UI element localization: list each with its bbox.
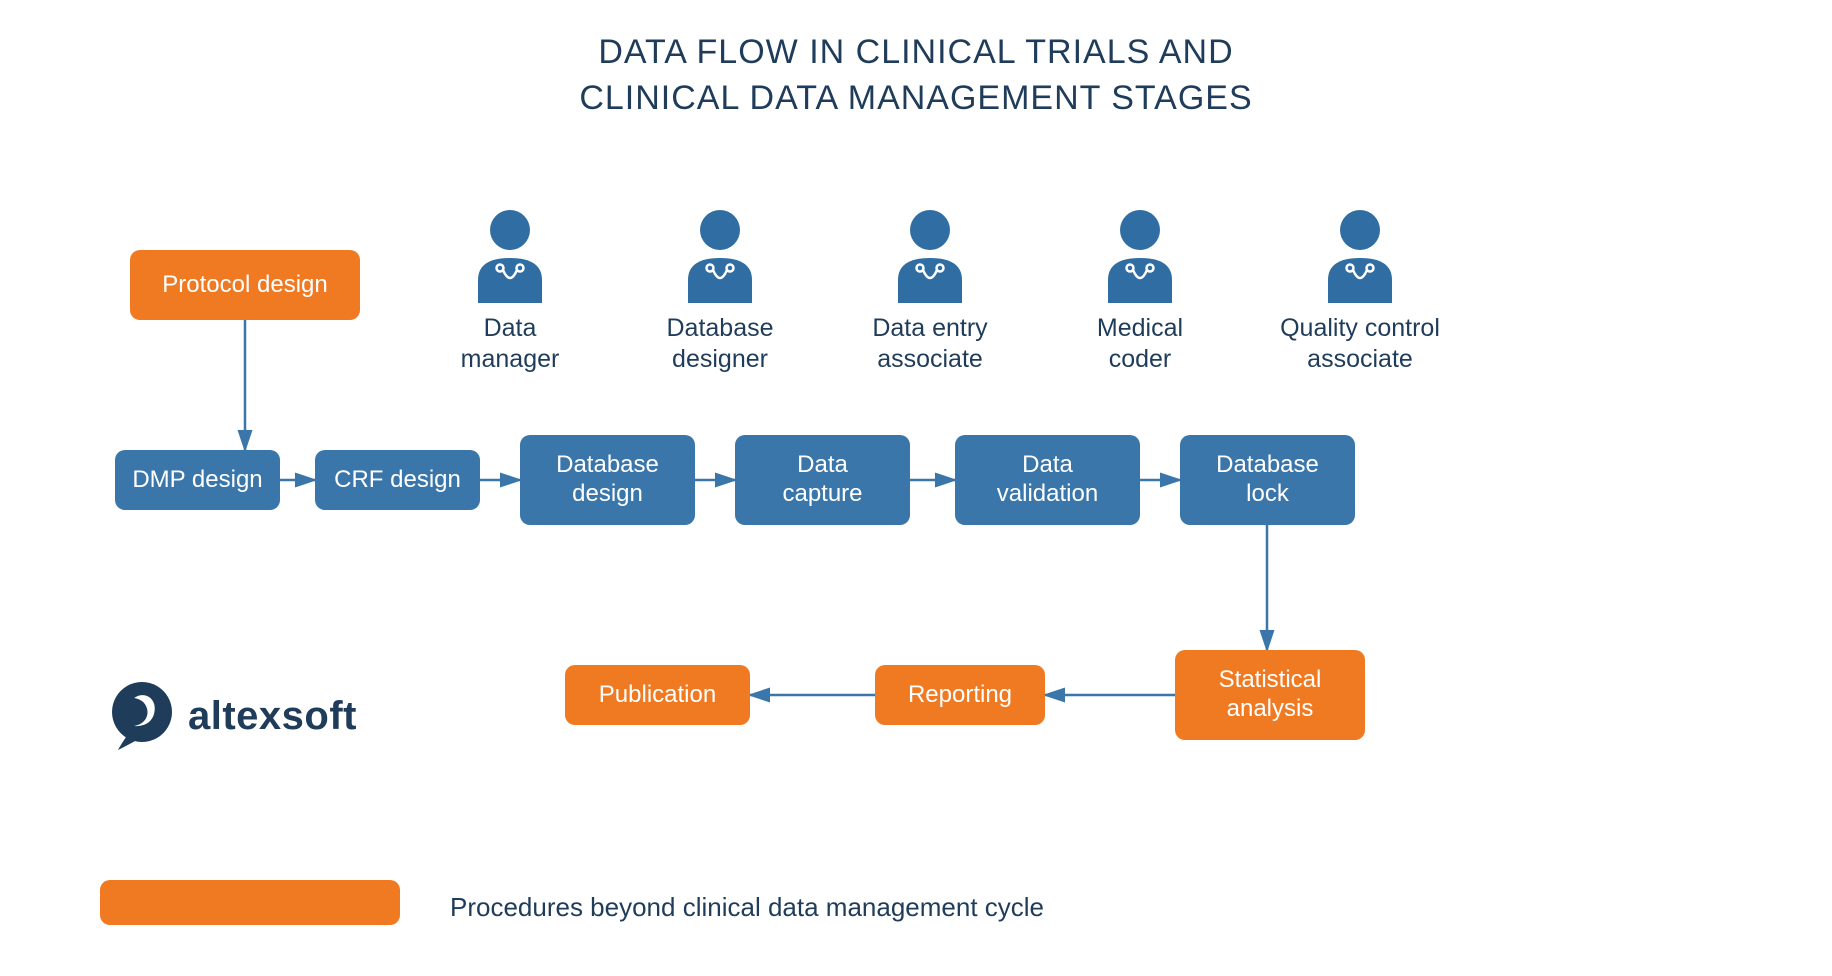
diagram-canvas: Datamanager Databasedesigner Data entrya… (0, 0, 1832, 976)
person-icon (890, 208, 970, 303)
person-icon (470, 208, 550, 303)
node-reporting: Reporting (875, 665, 1045, 725)
node-validation: Datavalidation (955, 435, 1140, 525)
node-dbdesign: Databasedesign (520, 435, 695, 525)
node-stat: Statisticalanalysis (1175, 650, 1365, 740)
role-0: Datamanager (410, 208, 610, 376)
person-icon (1320, 208, 1400, 303)
role-label: Databasedesigner (666, 313, 773, 376)
node-protocol: Protocol design (130, 250, 360, 320)
logo-icon (110, 680, 174, 752)
role-3: Medicalcoder (1040, 208, 1240, 376)
person-icon (1100, 208, 1180, 303)
node-capture: Datacapture (735, 435, 910, 525)
role-2: Data entryassociate (830, 208, 1030, 376)
legend-swatch (100, 880, 400, 925)
role-label: Quality controlassociate (1280, 313, 1440, 376)
role-label: Data entryassociate (872, 313, 987, 376)
role-label: Datamanager (461, 313, 560, 376)
role-4: Quality controlassociate (1250, 208, 1470, 376)
node-crf: CRF design (315, 450, 480, 510)
role-1: Databasedesigner (620, 208, 820, 376)
logo: altexsoft (110, 680, 357, 752)
node-publication: Publication (565, 665, 750, 725)
role-label: Medicalcoder (1097, 313, 1183, 376)
node-lock: Databaselock (1180, 435, 1355, 525)
person-icon (680, 208, 760, 303)
legend-text: Procedures beyond clinical data manageme… (450, 892, 1044, 923)
node-dmp: DMP design (115, 450, 280, 510)
logo-text: altexsoft (188, 694, 357, 739)
